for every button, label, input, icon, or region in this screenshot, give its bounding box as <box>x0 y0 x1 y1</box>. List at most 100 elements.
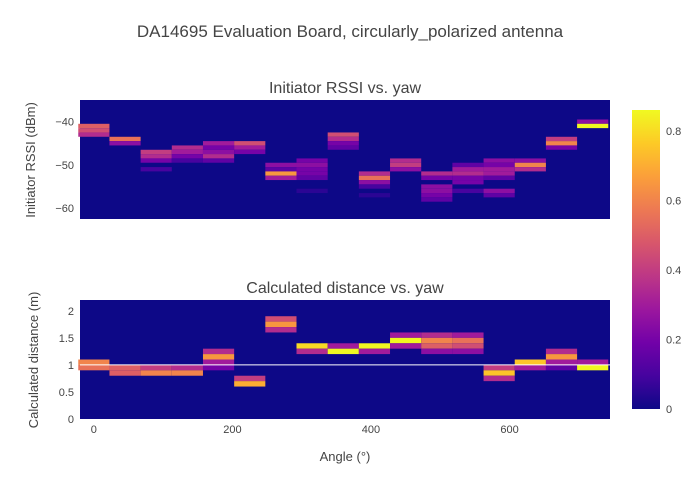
heatmap-cell <box>483 375 515 382</box>
heatmap-cell <box>296 167 328 172</box>
heatmap-cell <box>514 167 546 172</box>
x-tick-label: 0 <box>91 424 97 436</box>
heatmap-cell <box>296 175 328 181</box>
heatmap-cell <box>483 188 515 194</box>
heatmap-cell <box>358 184 391 189</box>
heatmap-cell <box>421 197 453 202</box>
heatmap-cell <box>514 162 546 168</box>
heatmap-cell <box>514 364 546 371</box>
heatmap-cell <box>265 162 297 168</box>
heatmap-cell <box>390 158 422 163</box>
heatmap-cell <box>421 188 453 194</box>
heatmap-cell <box>390 337 422 344</box>
heatmap-cell <box>577 119 609 124</box>
heatmap-cell <box>452 180 484 185</box>
subplot-2-heatmap-cells <box>78 316 609 387</box>
heatmap-cell <box>390 162 422 168</box>
heatmap-cell <box>421 193 453 198</box>
heatmap-cell <box>358 193 391 198</box>
y-tick-label: −50 <box>55 160 74 172</box>
heatmap-cell <box>140 149 172 155</box>
heatmap-cell <box>171 149 203 155</box>
heatmap-cell <box>109 370 141 376</box>
x-tick-label: 600 <box>500 424 518 436</box>
heatmap-cell <box>483 370 515 376</box>
heatmap-cell <box>202 141 235 146</box>
heatmap-cell <box>545 145 578 150</box>
heatmap-cell <box>421 337 453 344</box>
heatmap-cell <box>545 359 578 365</box>
colorbar-tick-label: 0.8 <box>666 126 681 138</box>
heatmap-cell <box>358 175 391 181</box>
heatmap-cell <box>140 154 172 159</box>
heatmap-cell <box>109 141 141 146</box>
heatmap-cell <box>327 343 359 349</box>
heatmap-cell <box>202 364 235 371</box>
heatmap-cell <box>358 348 391 355</box>
colorbar-tick-label: 0 <box>666 404 672 416</box>
heatmap-cell <box>577 359 609 365</box>
y-tick-label: 2 <box>68 306 74 318</box>
heatmap-cell <box>483 171 515 176</box>
heatmap-cell <box>140 364 172 371</box>
heatmap-cell <box>327 141 359 146</box>
subplot-1-heatmap-cells <box>78 119 609 202</box>
heatmap-cell <box>483 167 515 172</box>
heatmap-cell <box>202 154 235 159</box>
heatmap-cell <box>452 188 484 194</box>
subplot-2-y-ticks: 0 0.5 1 1.5 2 <box>59 306 74 426</box>
heatmap-cell <box>296 188 328 194</box>
heatmap-cell <box>234 375 266 382</box>
heatmap-cell <box>171 158 203 163</box>
heatmap-cell <box>265 327 297 333</box>
colorbar-tick-label: 0.2 <box>666 334 681 346</box>
heatmap-cell <box>452 343 484 349</box>
heatmap-cell <box>296 158 328 163</box>
heatmap-cell <box>327 132 359 137</box>
heatmap-cell <box>265 171 297 176</box>
heatmap-cell <box>452 332 484 338</box>
heatmap-cell <box>421 332 453 338</box>
heatmap-cell <box>234 141 266 146</box>
heatmap-cell <box>514 158 546 163</box>
heatmap-cell <box>296 343 328 349</box>
heatmap-cell <box>327 136 359 142</box>
heatmap-cell <box>452 175 484 181</box>
heatmap-cell <box>140 370 172 376</box>
heatmap-cell <box>358 171 391 176</box>
heatmap-cell <box>452 167 484 172</box>
y-tick-label: −40 <box>55 117 74 129</box>
heatmap-cell <box>483 162 515 168</box>
heatmap-cell <box>452 171 484 176</box>
heatmap-cell <box>577 123 609 129</box>
y-tick-label: 1.5 <box>59 333 74 345</box>
heatmap-cell <box>234 149 266 155</box>
colorbar <box>632 110 660 409</box>
heatmap-cell <box>421 343 453 349</box>
heatmap-cell <box>202 359 235 365</box>
heatmap-cell <box>78 132 110 137</box>
heatmap-cell <box>296 171 328 176</box>
heatmap-cell <box>577 364 609 371</box>
y-tick-label: −60 <box>55 203 74 215</box>
heatmap-cell <box>202 354 235 360</box>
heatmap-cell <box>78 128 110 133</box>
heatmap-cell <box>390 332 422 338</box>
heatmap-cell <box>265 321 297 328</box>
subplot-1-y-axis-title: Initiator RSSI (dBm) <box>23 102 38 218</box>
x-axis-ticks: 0 200 400 600 <box>91 424 519 436</box>
heatmap-cell <box>202 158 235 163</box>
heatmap-cell <box>452 337 484 344</box>
heatmap-cell <box>171 145 203 150</box>
heatmap-cell <box>421 184 453 189</box>
heatmap-cell <box>545 136 578 142</box>
heatmap-cell <box>545 354 578 360</box>
heatmap-cell <box>514 359 546 365</box>
heatmap-cell <box>202 149 235 155</box>
heatmap-cell <box>234 145 266 150</box>
heatmap-cell <box>78 359 110 365</box>
heatmap-cell <box>140 158 172 163</box>
heatmap-cell <box>234 381 266 387</box>
y-tick-label: 0 <box>68 414 74 426</box>
